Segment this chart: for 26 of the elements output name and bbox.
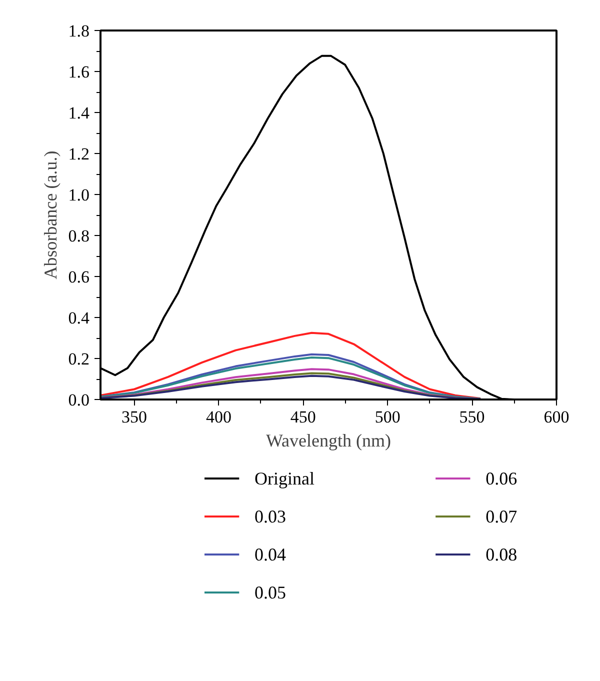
y-tick-label: 0.6 <box>68 268 90 286</box>
legend-label: 0.03 <box>254 506 286 526</box>
legend-label: 0.07 <box>486 506 518 526</box>
y-tick-label: 0.4 <box>68 308 90 328</box>
x-tick-label: 350 <box>122 408 148 426</box>
legend-label: 0.05 <box>254 582 286 602</box>
legend-label: 0.08 <box>486 544 518 564</box>
y-tick-label: 1.4 <box>68 104 90 122</box>
legend-label: Original <box>254 468 315 488</box>
y-tick-label: 1.6 <box>68 62 90 82</box>
y-tick-label: 1.8 <box>68 22 90 40</box>
x-tick-label: 450 <box>290 408 316 426</box>
x-axis-title: Wavelength (nm) <box>266 430 392 450</box>
line-series <box>100 332 482 400</box>
x-tick-label: 600 <box>544 408 570 426</box>
x-tick-label: 550 <box>459 408 485 426</box>
text: 1.0 <box>68 186 90 204</box>
x-tick-label: 500 <box>374 408 400 426</box>
text: 0.0 <box>68 390 90 410</box>
legend-label: 0.04 <box>254 544 286 564</box>
y-axis-title: Absorbance (a.u.) <box>40 150 60 280</box>
y-tick-label: 0.2 <box>68 350 90 368</box>
y-tick-label: 0.8 <box>68 226 90 246</box>
legend-label: 0.06 <box>486 468 518 488</box>
x-tick-label: 400 <box>206 408 232 426</box>
y-tick-label: 1.2 <box>68 144 90 164</box>
